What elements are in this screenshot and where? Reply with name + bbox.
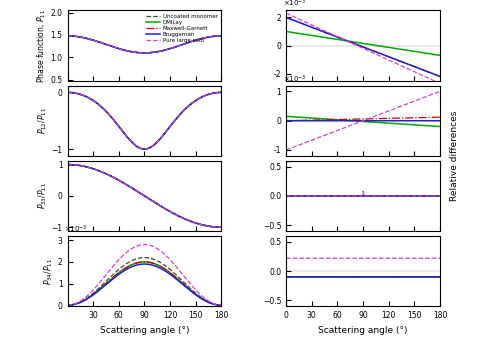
Y-axis label: $P_{34}/P_{11}$: $P_{34}/P_{11}$ bbox=[42, 257, 55, 285]
Y-axis label: Phase function, $P_{11}$: Phase function, $P_{11}$ bbox=[35, 9, 48, 83]
Text: Relative differences: Relative differences bbox=[450, 110, 459, 201]
X-axis label: Scattering angle (°): Scattering angle (°) bbox=[318, 326, 408, 335]
Text: $\times10^{-3}$: $\times10^{-3}$ bbox=[283, 0, 306, 9]
Y-axis label: $P_{12}/P_{11}$: $P_{12}/P_{11}$ bbox=[36, 107, 48, 134]
Text: $\times10^{-3}$: $\times10^{-3}$ bbox=[64, 224, 88, 235]
Text: $\times10^{-3}$: $\times10^{-3}$ bbox=[283, 73, 306, 84]
X-axis label: Scattering angle (°): Scattering angle (°) bbox=[100, 326, 189, 335]
Legend: Uncoated monomer, DMiLay, Maxwell-Garnett, Bruggeman, Pure large soot: Uncoated monomer, DMiLay, Maxwell-Garnet… bbox=[146, 13, 218, 44]
Y-axis label: $P_{33}/P_{11}$: $P_{33}/P_{11}$ bbox=[36, 182, 48, 209]
